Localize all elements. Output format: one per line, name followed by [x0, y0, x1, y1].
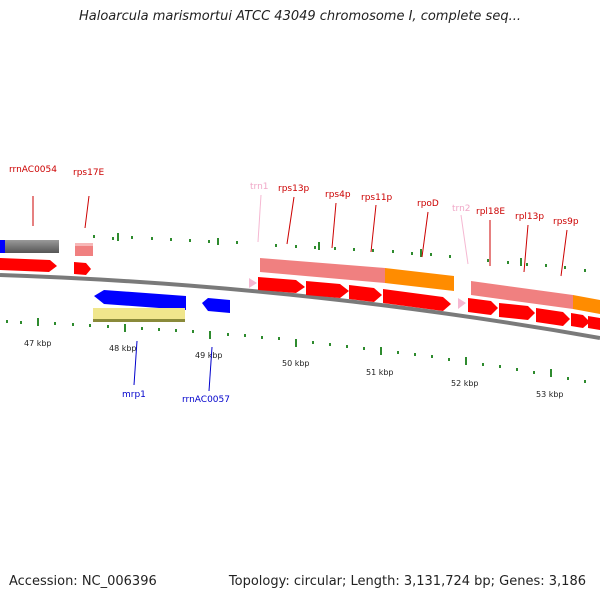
trn2-tick[interactable] — [458, 298, 466, 309]
accession-text: Accession: NC_006396 — [9, 574, 157, 589]
topology-summary: Topology: circular; Length: 3,131,724 bp… — [228, 574, 586, 589]
gene-arrow[interactable] — [571, 313, 590, 328]
ruler-tick-label: 50 kbp — [282, 359, 310, 368]
rps9p-arrow[interactable] — [536, 308, 570, 326]
rps13p-rna-box[interactable] — [260, 258, 385, 283]
mrp1-yellow-box[interactable] — [93, 308, 185, 322]
rpoD-arrow[interactable] — [383, 289, 451, 311]
trn2-leader — [460, 214, 469, 265]
rpoD-leader — [421, 211, 429, 258]
label-trn1[interactable]: trn1 — [250, 182, 269, 192]
rps11p-leader — [370, 204, 377, 253]
rpl13p-arrow[interactable] — [499, 303, 535, 320]
gene-arrow[interactable] — [74, 262, 91, 275]
ruler-tick-label: 52 kbp — [451, 379, 479, 388]
label-trn2[interactable]: trn2 — [452, 204, 471, 214]
rps9p-leader — [560, 229, 568, 277]
mrp1-leader — [133, 340, 138, 386]
ruler-tick-label: 53 kbp — [536, 390, 564, 399]
rps11p-arrow[interactable] — [349, 285, 382, 302]
upper-tick-track — [93, 233, 586, 272]
rrnAC0057-leader — [208, 346, 213, 392]
label-mrp1[interactable]: mrp1 — [122, 390, 146, 400]
ruler-tick-label: 49 kbp — [195, 351, 223, 360]
label-rps17E[interactable]: rps17E — [73, 168, 105, 178]
ruler-tick-label: 48 kbp — [109, 344, 137, 353]
trn1-leader — [257, 194, 262, 243]
lower-tick-track — [6, 318, 586, 383]
rrnAC0057-gene-arrow[interactable] — [202, 298, 230, 313]
map-title: Haloarcula marismortui ATCC 43049 chromo… — [79, 9, 521, 24]
label-rps13p[interactable]: rps13p — [278, 184, 310, 194]
rps13p-arrow[interactable] — [258, 277, 305, 293]
ruler-tick-label: 47 kbp — [24, 339, 52, 348]
rps17E-leader — [84, 195, 90, 229]
mrp1-yellow-shadow — [93, 319, 185, 322]
rpl18E-rna-box[interactable] — [471, 281, 573, 309]
label-rrnAC0057[interactable]: rrnAC0057 — [182, 395, 230, 405]
rps9p-orange-box[interactable] — [573, 295, 600, 314]
label-rpoD[interactable]: rpoD — [417, 199, 439, 209]
rps4p-leader — [331, 202, 337, 249]
label-rps9p[interactable]: rps9p — [553, 217, 579, 227]
rps17E-rna-box[interactable] — [75, 243, 93, 256]
rps4p-arrow[interactable] — [306, 281, 349, 298]
blue-gene-stub[interactable] — [0, 240, 5, 253]
rpoD-orange-box[interactable] — [385, 268, 454, 291]
label-rpl13p[interactable]: rpl13p — [515, 212, 544, 222]
label-rrnAC0054[interactable]: rrnAC0054 — [9, 165, 57, 175]
gene-arrow[interactable] — [0, 258, 57, 272]
rpl13p-leader — [523, 224, 529, 273]
ruler-tick-label: 51 kbp — [366, 368, 394, 377]
rpl18E-arrow[interactable] — [468, 298, 498, 315]
chromosome-backbone — [0, 273, 600, 340]
gray-feature[interactable] — [5, 240, 59, 253]
label-rps11p[interactable]: rps11p — [361, 193, 393, 203]
rps17E-rna-highlight — [75, 243, 93, 246]
label-rps4p[interactable]: rps4p — [325, 190, 351, 200]
gene-arrow[interactable] — [588, 316, 600, 330]
label-rpl18E[interactable]: rpl18E — [476, 207, 505, 217]
mrp1-gene-arrow[interactable] — [94, 290, 186, 310]
trn1-tick[interactable] — [249, 278, 257, 288]
rps13p-leader — [286, 196, 295, 245]
